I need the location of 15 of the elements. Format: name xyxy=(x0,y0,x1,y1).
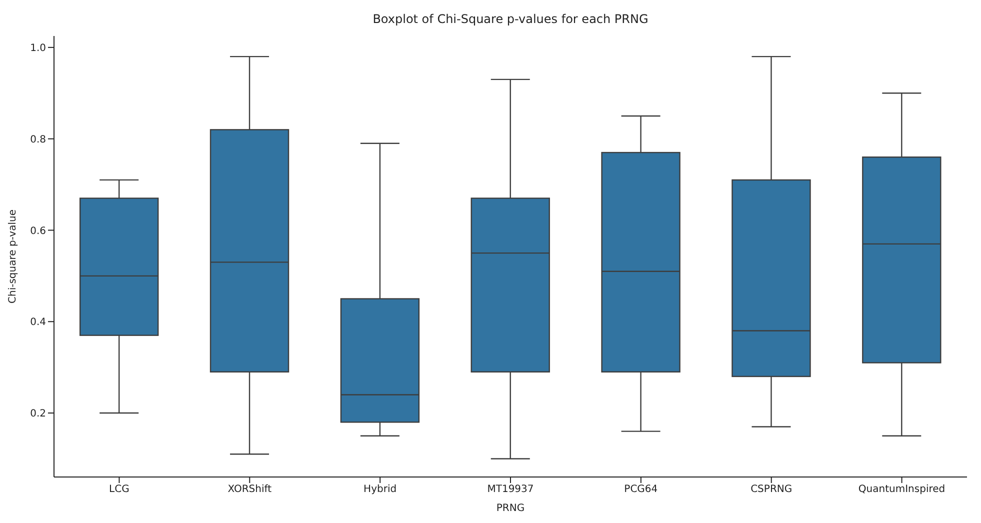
x-tick-label: Hybrid xyxy=(364,484,397,496)
y-tick-label: 0.4 xyxy=(30,317,46,328)
x-tick-label: QuantumInspired xyxy=(858,484,946,496)
y-tick-label: 1.0 xyxy=(30,42,46,54)
x-axis-title: PRNG xyxy=(496,503,525,514)
y-axis-title: Chi-square p-value xyxy=(8,210,19,304)
x-tick-label: CSPRNG xyxy=(750,484,792,496)
y-tick-label: 0.2 xyxy=(30,408,46,420)
x-tick-label: LCG xyxy=(109,484,130,496)
y-tick-label: 0.6 xyxy=(30,226,46,237)
x-tick-label: XORShift xyxy=(228,484,272,496)
x-tick-label: MT19937 xyxy=(487,484,534,496)
chart-title: Boxplot of Chi-Square p-values for each PRNG xyxy=(372,11,650,28)
y-tick-label: 0.8 xyxy=(30,134,46,146)
x-tick-label: PCG64 xyxy=(624,484,658,496)
